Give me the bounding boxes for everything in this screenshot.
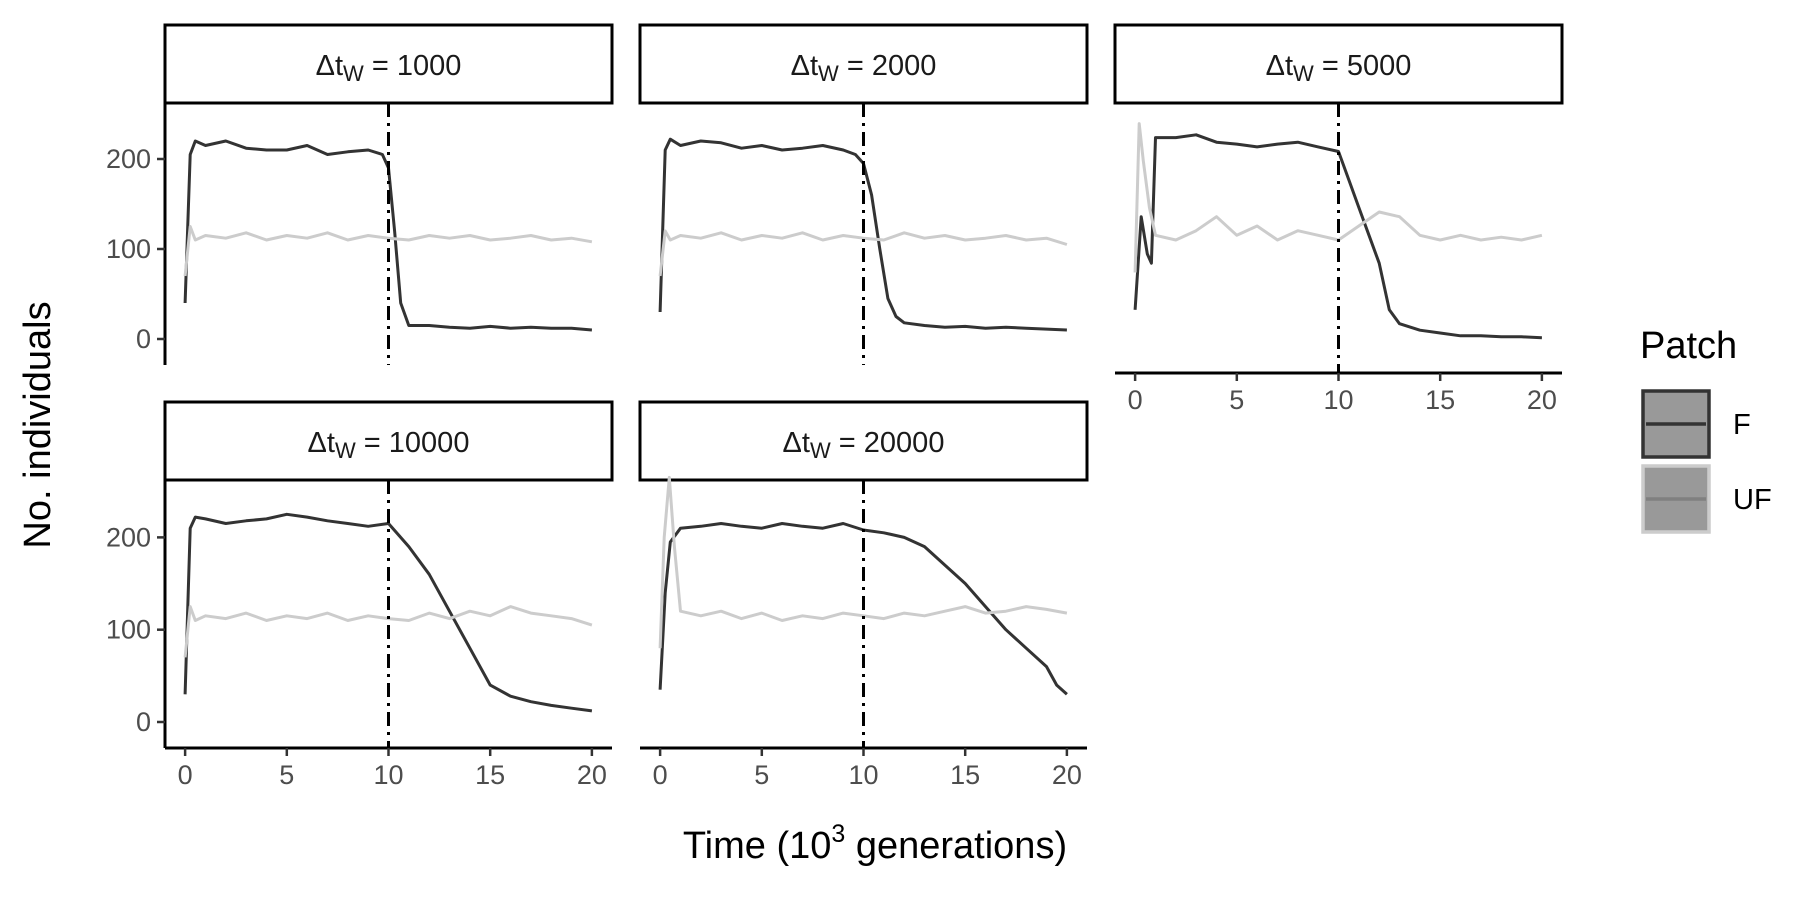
- panel-3-strip-subscript: W: [1293, 61, 1314, 86]
- panel-1-strip-label: ΔtW = 1000: [316, 50, 462, 86]
- panel-5-x-tick-label: 20: [1052, 760, 1082, 790]
- panel-5-line-uf: [658, 475, 1068, 649]
- panel-3-x-tick-label: 15: [1425, 385, 1455, 415]
- panel-4-y-tick-label: 100: [106, 615, 151, 645]
- x-axis-title-prefix: Time (10: [683, 825, 832, 867]
- panel-1-y-tick-label: 0: [136, 324, 151, 354]
- legend-label-uf: UF: [1733, 484, 1772, 516]
- panel-2-strip-subscript: W: [818, 61, 839, 86]
- legend-label-f: F: [1733, 409, 1751, 441]
- y-axis-title: No. individuals: [17, 301, 59, 548]
- panel-3-line-f: [1133, 133, 1542, 340]
- panel-4-strip-value: = 10000: [356, 427, 470, 459]
- panel-1-strip-subscript: W: [343, 61, 364, 86]
- panel-5-strip-label: ΔtW = 20000: [783, 427, 945, 463]
- panel-4: ΔtW = 10000 0 100 200 0 5 10 15 20: [106, 400, 614, 790]
- panel-2-strip-value: = 2000: [839, 50, 937, 82]
- panel-2-strip-box: [638, 23, 1089, 105]
- panel-3-strip-value: = 5000: [1314, 50, 1412, 82]
- panel-2-line-uf: [658, 229, 1068, 277]
- panel-5-strip-subscript: W: [810, 438, 831, 463]
- panel-5-x-tick-label: 0: [653, 760, 668, 790]
- panel-4-y-tick-label: 0: [136, 707, 151, 737]
- panel-1-line-uf: [183, 225, 593, 277]
- panel-5-x-tick-label: 10: [848, 760, 878, 790]
- panel-1-y-tick-label: 200: [106, 144, 151, 174]
- panel-5-x-tick-label: 5: [754, 760, 769, 790]
- x-axis-title-suffix: generations): [845, 825, 1067, 867]
- panel-4-strip-base: Δt: [308, 427, 335, 459]
- panel-1-strip-base: Δt: [316, 50, 343, 82]
- panel-3-x-tick-label: 20: [1527, 385, 1557, 415]
- panel-4-line-f: [183, 512, 593, 713]
- panel-5-strip-base: Δt: [783, 427, 810, 459]
- legend: Patch F UF: [1640, 325, 1772, 534]
- legend-title: Patch: [1640, 325, 1737, 367]
- panel-3: ΔtW = 5000 0 5 10 15 20: [1113, 23, 1564, 415]
- panel-5-line-f: [658, 522, 1068, 696]
- x-axis-title-superscript: 3: [831, 820, 845, 848]
- panel-5-strip-value: = 20000: [831, 427, 945, 459]
- panel-5-x-tick-label: 15: [950, 760, 980, 790]
- legend-key-uf: [1641, 464, 1711, 534]
- panel-4-y-tick-label: 200: [106, 522, 151, 552]
- panel-3-strip-base: Δt: [1266, 50, 1293, 82]
- panel-3-strip-label: ΔtW = 5000: [1266, 50, 1412, 86]
- panel-1: ΔtW = 1000 0 100 200: [106, 23, 614, 365]
- panel-4-x-tick-label: 5: [279, 760, 294, 790]
- panel-3-x-tick-label: 0: [1128, 385, 1143, 415]
- panel-2: ΔtW = 2000: [638, 23, 1089, 365]
- panel-4-line-uf: [183, 605, 593, 658]
- panel-3-x-tick-label: 10: [1323, 385, 1353, 415]
- panel-1-y-tick-label: 100: [106, 234, 151, 264]
- panel-5: ΔtW = 20000 0 5 10 15 20: [638, 400, 1089, 790]
- legend-key-f: [1641, 389, 1711, 459]
- panel-2-strip-base: Δt: [791, 50, 818, 82]
- panel-4-x-tick-label: 20: [577, 760, 607, 790]
- panel-4-strip-subscript: W: [335, 438, 356, 463]
- panel-4-x-tick-label: 0: [178, 760, 193, 790]
- panel-1-strip-box: [163, 23, 614, 105]
- panel-5-strip-box: [638, 400, 1089, 482]
- panel-1-line-f: [183, 139, 593, 332]
- panel-4-x-tick-label: 15: [475, 760, 505, 790]
- panel-3-x-tick-label: 5: [1229, 385, 1244, 415]
- panel-3-line-uf: [1133, 122, 1543, 273]
- panel-4-strip-label: ΔtW = 10000: [308, 427, 470, 463]
- panel-3-strip-box: [1113, 23, 1564, 105]
- panel-1-strip-value: = 1000: [364, 50, 462, 82]
- x-axis-title: Time (103 generations): [683, 820, 1067, 867]
- panel-2-strip-label: ΔtW = 2000: [791, 50, 937, 86]
- panel-4-x-tick-label: 10: [373, 760, 403, 790]
